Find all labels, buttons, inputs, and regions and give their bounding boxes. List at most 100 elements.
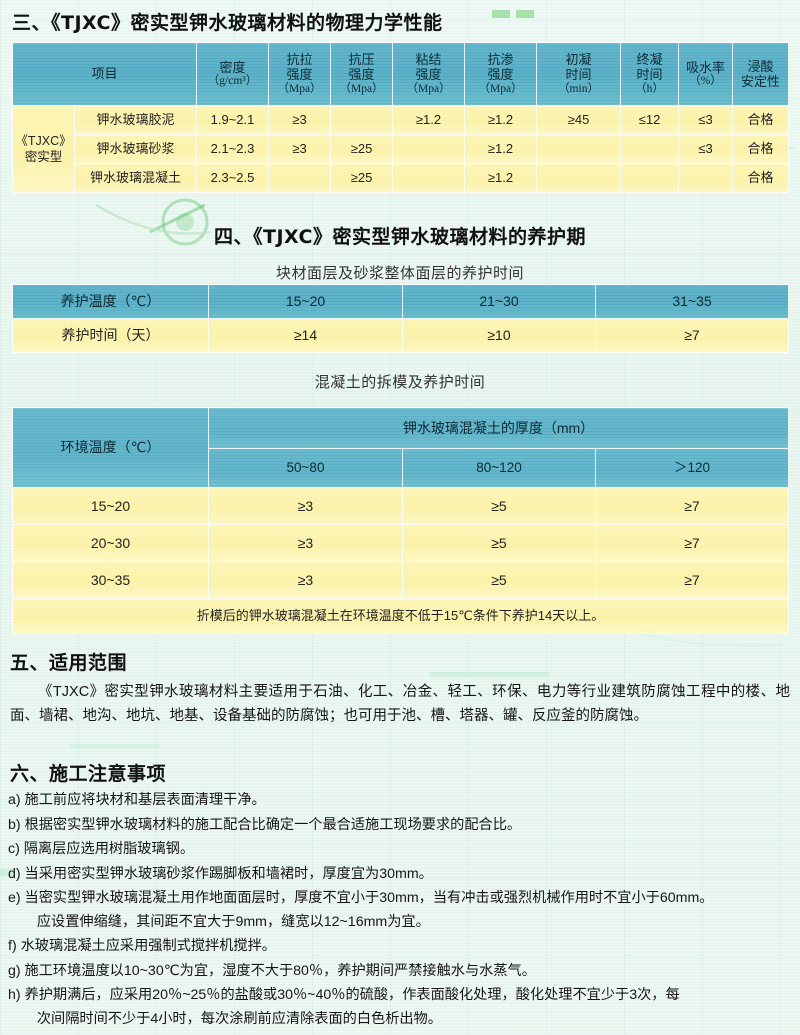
- header-unit-impermeability-strength: （Mpa）: [478, 82, 523, 95]
- cell-demold-days-1: ≥3: [208, 561, 403, 599]
- cell-tensile: [268, 163, 332, 193]
- cell-acid-stability: 合格: [732, 105, 790, 135]
- table-header-row: 环境温度（℃） 钾水玻璃混凝土的厚度（mm）: [12, 407, 789, 488]
- table-demold-curing-time: 环境温度（℃） 钾水玻璃混凝土的厚度（mm） 50~80 80~120 ＞120…: [12, 407, 789, 634]
- header-cell-temp-range-2: 21~30: [402, 284, 596, 319]
- cell-density: 1.9~2.1: [196, 105, 270, 135]
- header-cell-temp-range-3: 31~35: [595, 284, 789, 319]
- cell-water-absorption: ≤3: [678, 134, 734, 164]
- cell-impermeability: ≥1.2: [464, 105, 538, 135]
- cell-item-name: 钾水玻璃砂浆: [73, 134, 198, 164]
- header-cell-acid-stability: 浸酸 安定性: [732, 42, 790, 106]
- header-label-initial-set-time: 初凝 时间: [565, 51, 592, 83]
- list-item: c) 隔离层应选用树脂玻璃钢。: [8, 841, 195, 857]
- corner-label-line-2: 密实型: [24, 150, 63, 164]
- header-unit-tensile-strength: （Mpa）: [277, 82, 322, 95]
- cell-item-name: 钾水玻璃胶泥: [73, 105, 198, 135]
- cell-tensile: ≥3: [268, 134, 332, 164]
- cell-initial-set: [536, 163, 622, 193]
- section-title-five: 五、适用范围: [10, 652, 128, 674]
- cell-curing-days-2: ≥10: [402, 318, 596, 353]
- cell-demold-days-2: ≥5: [402, 524, 596, 562]
- header-label-bond-strength: 粘结 强度: [415, 51, 442, 83]
- list-item: d) 当采用密实型钾水玻璃砂浆作踢脚板和墙裙时，厚度宜为30mm。: [8, 865, 433, 882]
- cell-demold-days-3: ≥7: [595, 524, 789, 562]
- table-curing-time: 养护温度（℃） 15~20 21~30 31~35 养护时间（天） ≥14 ≥1…: [12, 284, 789, 353]
- list-item: e) 当密实型钾水玻璃混凝土用作地面面层时，厚度不宜小于30mm，当有冲击或强烈…: [8, 890, 714, 930]
- cell-final-set: [620, 163, 680, 193]
- header-cell-tensile-strength: 抗拉 强度 （Mpa）: [268, 42, 332, 106]
- header-label-density: 密度: [219, 59, 246, 75]
- header-label-water-absorption: 吸水率: [686, 59, 726, 75]
- header-unit-final-set-time: （h）: [635, 82, 664, 95]
- header-cell-thickness-range-3: ＞120: [595, 448, 789, 488]
- table-row: 钾水玻璃砂浆 2.1~2.3 ≥3 ≥25 ≥1.2 ≤3 合格: [13, 134, 790, 164]
- cell-demold-days-3: ≥7: [595, 487, 789, 525]
- header-label-compressive-strength: 抗压 强度: [348, 51, 375, 83]
- cell-compressive: ≥25: [330, 134, 394, 164]
- table-mechanical-properties: 项目 密度 （g/cm³） 抗拉 强度 （Mpa） 抗压 强度 （Mpa） 粘结…: [11, 42, 790, 193]
- header-unit-bond-strength: （Mpa）: [406, 82, 451, 95]
- cell-density: 2.1~2.3: [196, 134, 270, 164]
- header-label-acid-stability: 浸酸 安定性: [741, 58, 781, 89]
- row-label-temperature: 20~30: [12, 524, 209, 562]
- header-cell-water-absorption: 吸水率 （%）: [678, 42, 734, 106]
- cell-density: 2.3~2.5: [196, 163, 270, 193]
- cell-demold-days-1: ≥3: [208, 524, 403, 562]
- header-cell-thickness-range-2: 80~120: [402, 448, 596, 488]
- header-cell-initial-set-time: 初凝 时间 （min）: [536, 42, 622, 106]
- cell-demold-days-3: ≥7: [595, 561, 789, 599]
- table-row: 20~30 ≥3 ≥5 ≥7: [12, 524, 789, 562]
- cell-initial-set: [536, 134, 622, 164]
- table-row: 30~35 ≥3 ≥5 ≥7: [12, 561, 789, 599]
- cell-initial-set: ≥45: [536, 105, 622, 135]
- cell-water-absorption: ≤3: [678, 105, 734, 135]
- cell-bond: [392, 163, 466, 193]
- cell-bond: [392, 134, 466, 164]
- table-caption-curing-time: 块材面层及砂浆整体面层的养护时间: [275, 265, 524, 282]
- table-header-row: 养护温度（℃） 15~20 21~30 31~35: [12, 284, 789, 319]
- header-label-impermeability-strength: 抗渗 强度: [487, 51, 514, 83]
- header-unit-compressive-strength: （Mpa）: [339, 82, 384, 95]
- cell-curing-days-1: ≥14: [208, 318, 403, 353]
- cell-tensile: ≥3: [268, 105, 332, 135]
- cell-impermeability: ≥1.2: [464, 163, 538, 193]
- header-unit-density: （g/cm³）: [207, 74, 258, 87]
- header-cell-impermeability-strength: 抗渗 强度 （Mpa）: [464, 42, 538, 106]
- table-row: 钾水玻璃混凝土 2.3~2.5 ≥25 ≥1.2 合格: [13, 163, 790, 193]
- header-cell-concrete-thickness: 钾水玻璃混凝土的厚度（mm）: [208, 407, 789, 449]
- cell-acid-stability: 合格: [732, 163, 790, 193]
- cell-item-name: 钾水玻璃混凝土: [73, 163, 198, 193]
- header-cell-item: 项目: [11, 42, 198, 106]
- row-label-temperature: 30~35: [12, 561, 209, 599]
- table-row: 养护时间（天） ≥14 ≥10 ≥7: [12, 318, 789, 353]
- header-cell-temp-range-1: 15~20: [208, 284, 403, 319]
- list-item: g) 施工环境温度以10~30℃为宜，湿度不大于80％，养护期间严禁接触水与水蒸…: [8, 962, 536, 979]
- table-caption-demold-time: 混凝土的拆模及养护时间: [314, 374, 486, 391]
- header-label-tensile-strength: 抗拉 强度: [286, 51, 313, 83]
- construction-notes-list: a) 施工前应将块材和基层表面清理干净。 b) 根据密实型钾水玻璃材料的施工配合…: [8, 789, 798, 1032]
- list-item: f) 水玻璃混凝土应采用强制式搅拌机搅拌。: [8, 938, 276, 954]
- section-title-four: 四、《TJXC》密实型钾水玻璃材料的养护期: [214, 226, 586, 248]
- table-row: 《TJXC》 密实型 钾水玻璃胶泥 1.9~2.1 ≥3 ≥1.2 ≥1.2 ≥…: [12, 105, 790, 193]
- header-cell-curing-temperature: 养护温度（℃）: [12, 284, 209, 319]
- header-label-item: 项目: [91, 66, 118, 82]
- header-cell-density: 密度 （g/cm³）: [196, 42, 270, 106]
- header-cell-compressive-strength: 抗压 强度 （Mpa）: [330, 42, 394, 106]
- cell-bond: ≥1.2: [392, 105, 466, 135]
- corner-label-line-1: 《TJXC》: [15, 133, 72, 148]
- table-footnote: 折模后的钾水玻璃混凝土在环境温度不低于15℃条件下养护14天以上。: [12, 598, 789, 634]
- cell-demold-days-1: ≥3: [208, 487, 403, 525]
- cell-acid-stability: 合格: [732, 134, 790, 164]
- row-label-temperature: 15~20: [12, 487, 209, 525]
- cell-demold-days-2: ≥5: [402, 561, 596, 599]
- table-header-row: 项目 密度 （g/cm³） 抗拉 强度 （Mpa） 抗压 强度 （Mpa） 粘结…: [11, 42, 790, 106]
- cell-demold-days-2: ≥5: [402, 487, 596, 525]
- header-cell-final-set-time: 终凝 时间 （h）: [620, 42, 680, 106]
- cell-final-set: [620, 134, 680, 164]
- section-title-six: 六、施工注意事项: [10, 763, 167, 785]
- header-label-final-set-time: 终凝 时间: [636, 51, 663, 83]
- cell-impermeability: ≥1.2: [464, 134, 538, 164]
- row-group-label-tjxc-dense: 《TJXC》 密实型: [12, 105, 75, 193]
- table-footnote-row: 折模后的钾水玻璃混凝土在环境温度不低于15℃条件下养护14天以上。: [12, 598, 789, 634]
